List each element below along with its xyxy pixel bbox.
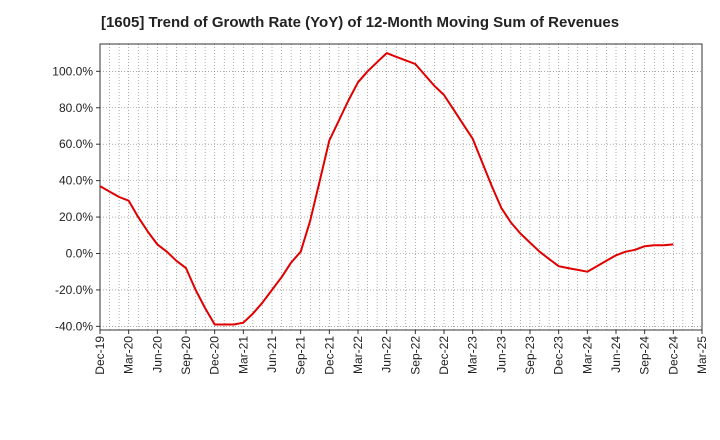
y-tick-label: 0.0% bbox=[66, 246, 94, 260]
x-tick-label: Jun-24 bbox=[609, 336, 623, 373]
x-tick-label: Sep-20 bbox=[179, 336, 193, 375]
y-tick-label: -20.0% bbox=[55, 283, 93, 297]
y-tick-label: -40.0% bbox=[55, 319, 93, 333]
series-layer bbox=[99, 52, 674, 326]
x-tick-label: Sep-23 bbox=[523, 336, 537, 375]
x-tick-label: Jun-22 bbox=[380, 336, 394, 373]
x-tick-label: Mar-21 bbox=[236, 336, 250, 374]
grid bbox=[99, 44, 703, 330]
x-tick-label: Dec-24 bbox=[666, 336, 680, 375]
y-tick-label: 100.0% bbox=[52, 64, 93, 78]
x-tick-label: Mar-24 bbox=[580, 336, 594, 374]
x-tick-label: Jun-21 bbox=[265, 336, 279, 373]
x-tick-label: Dec-23 bbox=[552, 336, 566, 375]
series-line bbox=[99, 52, 674, 326]
x-tick-label: Mar-23 bbox=[466, 336, 480, 374]
x-tick-label: Sep-21 bbox=[294, 336, 308, 375]
y-tick-label: 20.0% bbox=[59, 210, 93, 224]
plot-area bbox=[100, 44, 702, 330]
x-tick-label: Dec-22 bbox=[437, 336, 451, 375]
x-tick-label: Dec-19 bbox=[93, 336, 107, 375]
x-tick-label: Dec-20 bbox=[208, 336, 222, 375]
tick-labels: 100.0% 80.0% 60.0% 40.0% 20.0% 0.0% -20.0% -40.… bbox=[52, 64, 709, 374]
y-tick-label: 80.0% bbox=[59, 101, 93, 115]
x-tick-label: Mar-20 bbox=[122, 336, 136, 374]
x-tick-label: Sep-22 bbox=[408, 336, 422, 375]
y-tick-label: 40.0% bbox=[59, 174, 93, 188]
x-tick-label: Mar-25 bbox=[695, 336, 709, 374]
x-tick-label: Dec-21 bbox=[322, 336, 336, 375]
chart-title: [1605] Trend of Growth Rate (YoY) of 12-… bbox=[100, 14, 620, 31]
x-tick-label: Sep-24 bbox=[638, 336, 652, 375]
y-tick-label: 60.0% bbox=[59, 137, 93, 151]
x-tick-label: Jun-23 bbox=[494, 336, 508, 373]
x-tick-label: Jun-20 bbox=[150, 336, 164, 373]
x-tick-label: Mar-22 bbox=[351, 336, 365, 374]
